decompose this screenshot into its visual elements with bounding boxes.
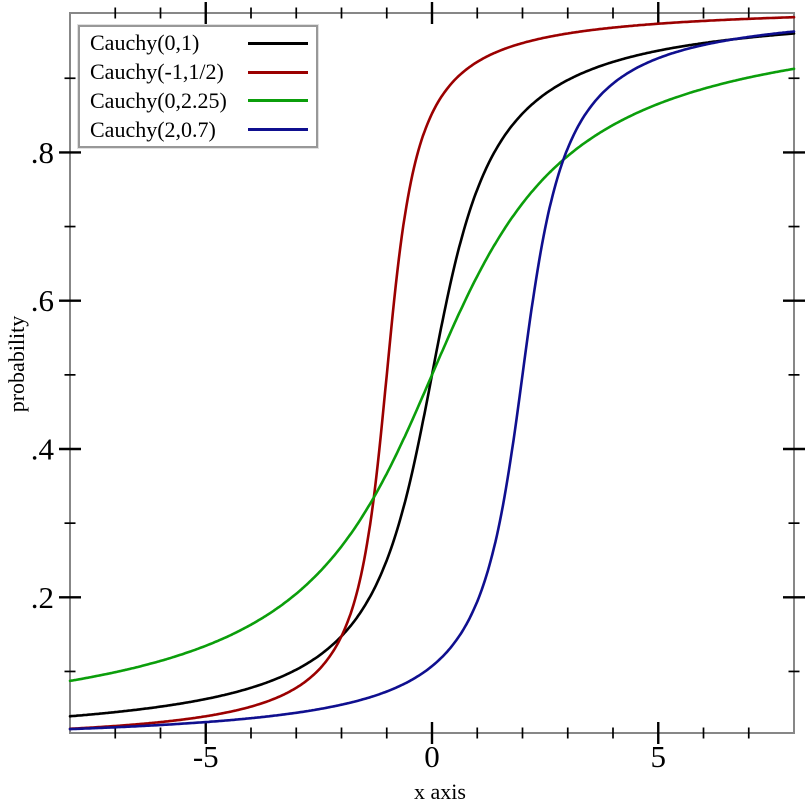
x-tick-label: 5	[651, 739, 667, 774]
legend-label: Cauchy(-1,1/2)	[90, 59, 224, 85]
y-tick-label: .8	[31, 135, 54, 170]
legend-label: Cauchy(0,2.25)	[90, 87, 227, 113]
series-curve	[68, 15, 796, 731]
legend-line-sample	[248, 128, 308, 132]
legend-label: Cauchy(0,1)	[90, 30, 200, 56]
legend-line-sample	[248, 70, 308, 74]
series-curve	[68, 30, 796, 731]
x-tick-label: -5	[193, 739, 219, 774]
legend-item: Cauchy(2,0.7)	[90, 117, 308, 143]
legend-item: Cauchy(0,2.25)	[90, 88, 308, 114]
x-axis-label: x axis	[414, 779, 466, 804]
series-curve	[68, 67, 796, 683]
x-tick-label: 0	[424, 739, 440, 774]
legend-label: Cauchy(2,0.7)	[90, 116, 216, 142]
y-axis-label: probability	[4, 316, 29, 413]
legend-item: Cauchy(-1,1/2)	[90, 59, 308, 85]
y-tick-label: .2	[31, 580, 54, 615]
legend: Cauchy(0,1) Cauchy(-1,1/2) Cauchy(0,2.25) C…	[78, 25, 318, 148]
y-tick-label: .6	[31, 283, 54, 318]
legend-line-sample	[248, 99, 308, 103]
y-tick-label: .4	[31, 432, 55, 467]
legend-line-sample	[248, 41, 308, 45]
legend-item: Cauchy(0,1)	[90, 30, 308, 56]
